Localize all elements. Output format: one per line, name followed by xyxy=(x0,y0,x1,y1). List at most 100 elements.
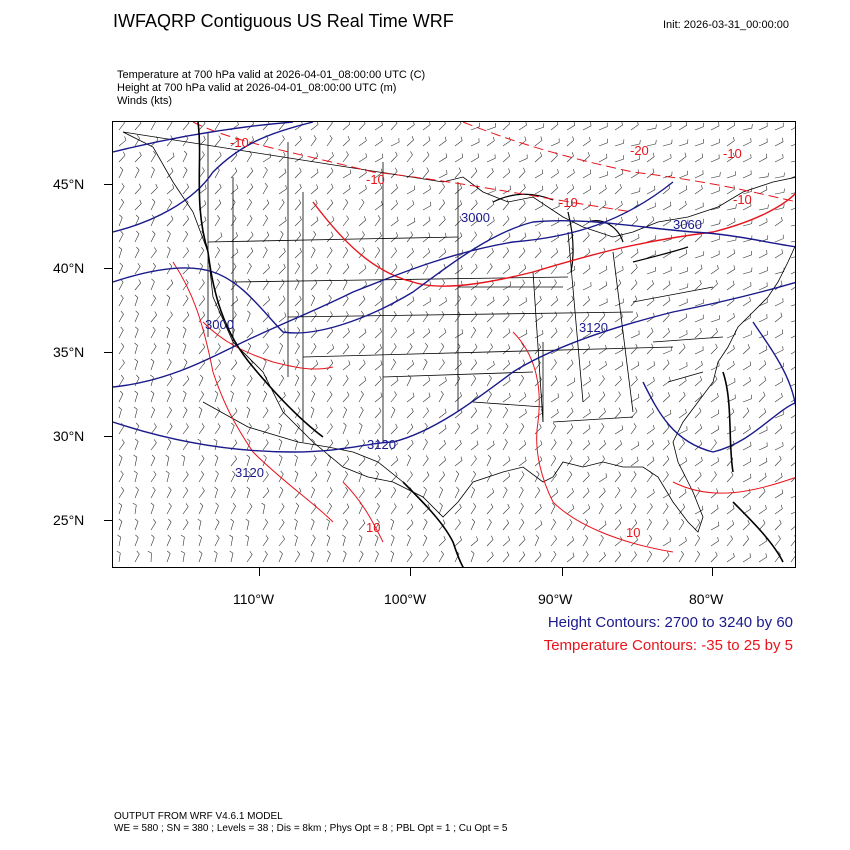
wind-barb xyxy=(598,200,607,211)
wind-barb xyxy=(454,295,461,307)
wind-barb xyxy=(630,330,640,339)
wind-barb xyxy=(374,550,379,563)
wind-barb xyxy=(358,422,363,435)
wind-barb xyxy=(534,534,540,547)
wind-barb xyxy=(342,263,350,275)
wind-barb xyxy=(726,520,735,531)
wind-barb xyxy=(486,216,495,227)
wind-barb xyxy=(566,199,574,211)
wind-barb xyxy=(310,486,316,499)
wind-barb xyxy=(326,518,330,531)
lon-label: 110°W xyxy=(233,591,275,607)
wind-barb xyxy=(582,424,591,435)
wind-barb xyxy=(230,296,239,307)
wind-barb xyxy=(662,376,671,387)
wind-barb xyxy=(132,502,137,515)
wind-barb xyxy=(214,295,222,307)
wind-barb xyxy=(422,422,428,435)
wind-barb xyxy=(470,138,480,147)
wind-barb xyxy=(438,311,445,323)
wind-barb xyxy=(534,343,542,355)
wind-barb xyxy=(598,281,608,291)
wind-barb xyxy=(261,502,266,515)
wind-barb xyxy=(390,279,397,291)
wind-barb xyxy=(726,171,736,179)
wind-barb xyxy=(582,487,590,499)
wind-barb xyxy=(742,124,753,131)
wind-barb xyxy=(134,550,140,563)
wind-barb xyxy=(182,122,190,131)
wind-barb xyxy=(742,137,752,147)
wind-barb xyxy=(726,471,734,483)
wind-barb xyxy=(742,281,752,291)
wind-barb xyxy=(358,310,364,323)
wind-barb xyxy=(214,407,221,419)
wind-barb xyxy=(230,518,234,531)
wind-barb xyxy=(294,262,301,275)
wind-barb xyxy=(614,155,624,163)
wind-barb xyxy=(614,440,623,451)
wind-barb xyxy=(502,438,508,451)
wind-barb xyxy=(566,487,574,499)
wind-barb xyxy=(534,217,544,227)
wind-barb xyxy=(598,423,605,435)
wind-barb xyxy=(118,198,125,211)
wind-barb xyxy=(198,487,205,499)
wind-barb xyxy=(614,139,625,147)
wind-barb xyxy=(758,442,768,451)
wind-barb xyxy=(662,234,672,243)
wind-barb xyxy=(662,423,670,435)
wind-barb xyxy=(262,199,270,211)
wind-barb xyxy=(342,455,350,467)
wind-barb xyxy=(470,167,478,179)
wind-barb xyxy=(118,136,127,147)
wind-barb xyxy=(118,230,124,243)
wind-barb xyxy=(422,551,429,563)
wind-barb xyxy=(374,136,383,147)
wind-barb xyxy=(246,310,251,323)
wind-barb xyxy=(422,328,431,339)
wind-barb xyxy=(470,550,475,563)
wind-barb xyxy=(790,366,795,371)
wind-barb xyxy=(630,487,637,499)
wind-barb xyxy=(262,550,268,563)
state-boundaries xyxy=(122,131,795,533)
wind-barb xyxy=(614,313,623,323)
wind-barb xyxy=(198,455,205,467)
wind-barb xyxy=(342,135,350,147)
wind-barb xyxy=(198,374,204,387)
wind-barb xyxy=(694,314,704,323)
wind-barb xyxy=(566,391,574,403)
wind-barb xyxy=(326,262,332,275)
wind-barb xyxy=(518,440,527,451)
wind-barb xyxy=(246,122,254,131)
wind-barb xyxy=(790,127,795,131)
wind-barb xyxy=(710,439,717,451)
wind-barb xyxy=(118,326,124,339)
wind-barb xyxy=(694,202,704,211)
wind-barb xyxy=(742,330,752,339)
wind-barb xyxy=(294,454,298,467)
wind-barb xyxy=(278,247,286,259)
wind-barb xyxy=(262,390,268,403)
wind-barb xyxy=(582,296,590,307)
wind-barb xyxy=(566,122,576,131)
wind-barb xyxy=(326,183,334,195)
wind-barb xyxy=(438,502,443,515)
wind-barb xyxy=(662,551,670,563)
great-lakes xyxy=(492,193,689,273)
wind-barb xyxy=(294,550,301,563)
wind-barb xyxy=(118,122,125,131)
wind-barb xyxy=(486,440,495,451)
wind-barb xyxy=(646,424,655,435)
wind-barb xyxy=(550,535,557,547)
wind-barb xyxy=(694,392,703,403)
wind-barb xyxy=(646,124,657,131)
wind-barb xyxy=(214,151,222,163)
wind-barb xyxy=(502,281,512,291)
wind-barb xyxy=(390,122,398,131)
wind-barb xyxy=(774,249,783,259)
wind-barb xyxy=(198,391,205,403)
wind-barb xyxy=(742,201,752,211)
wind-barb xyxy=(758,218,768,227)
